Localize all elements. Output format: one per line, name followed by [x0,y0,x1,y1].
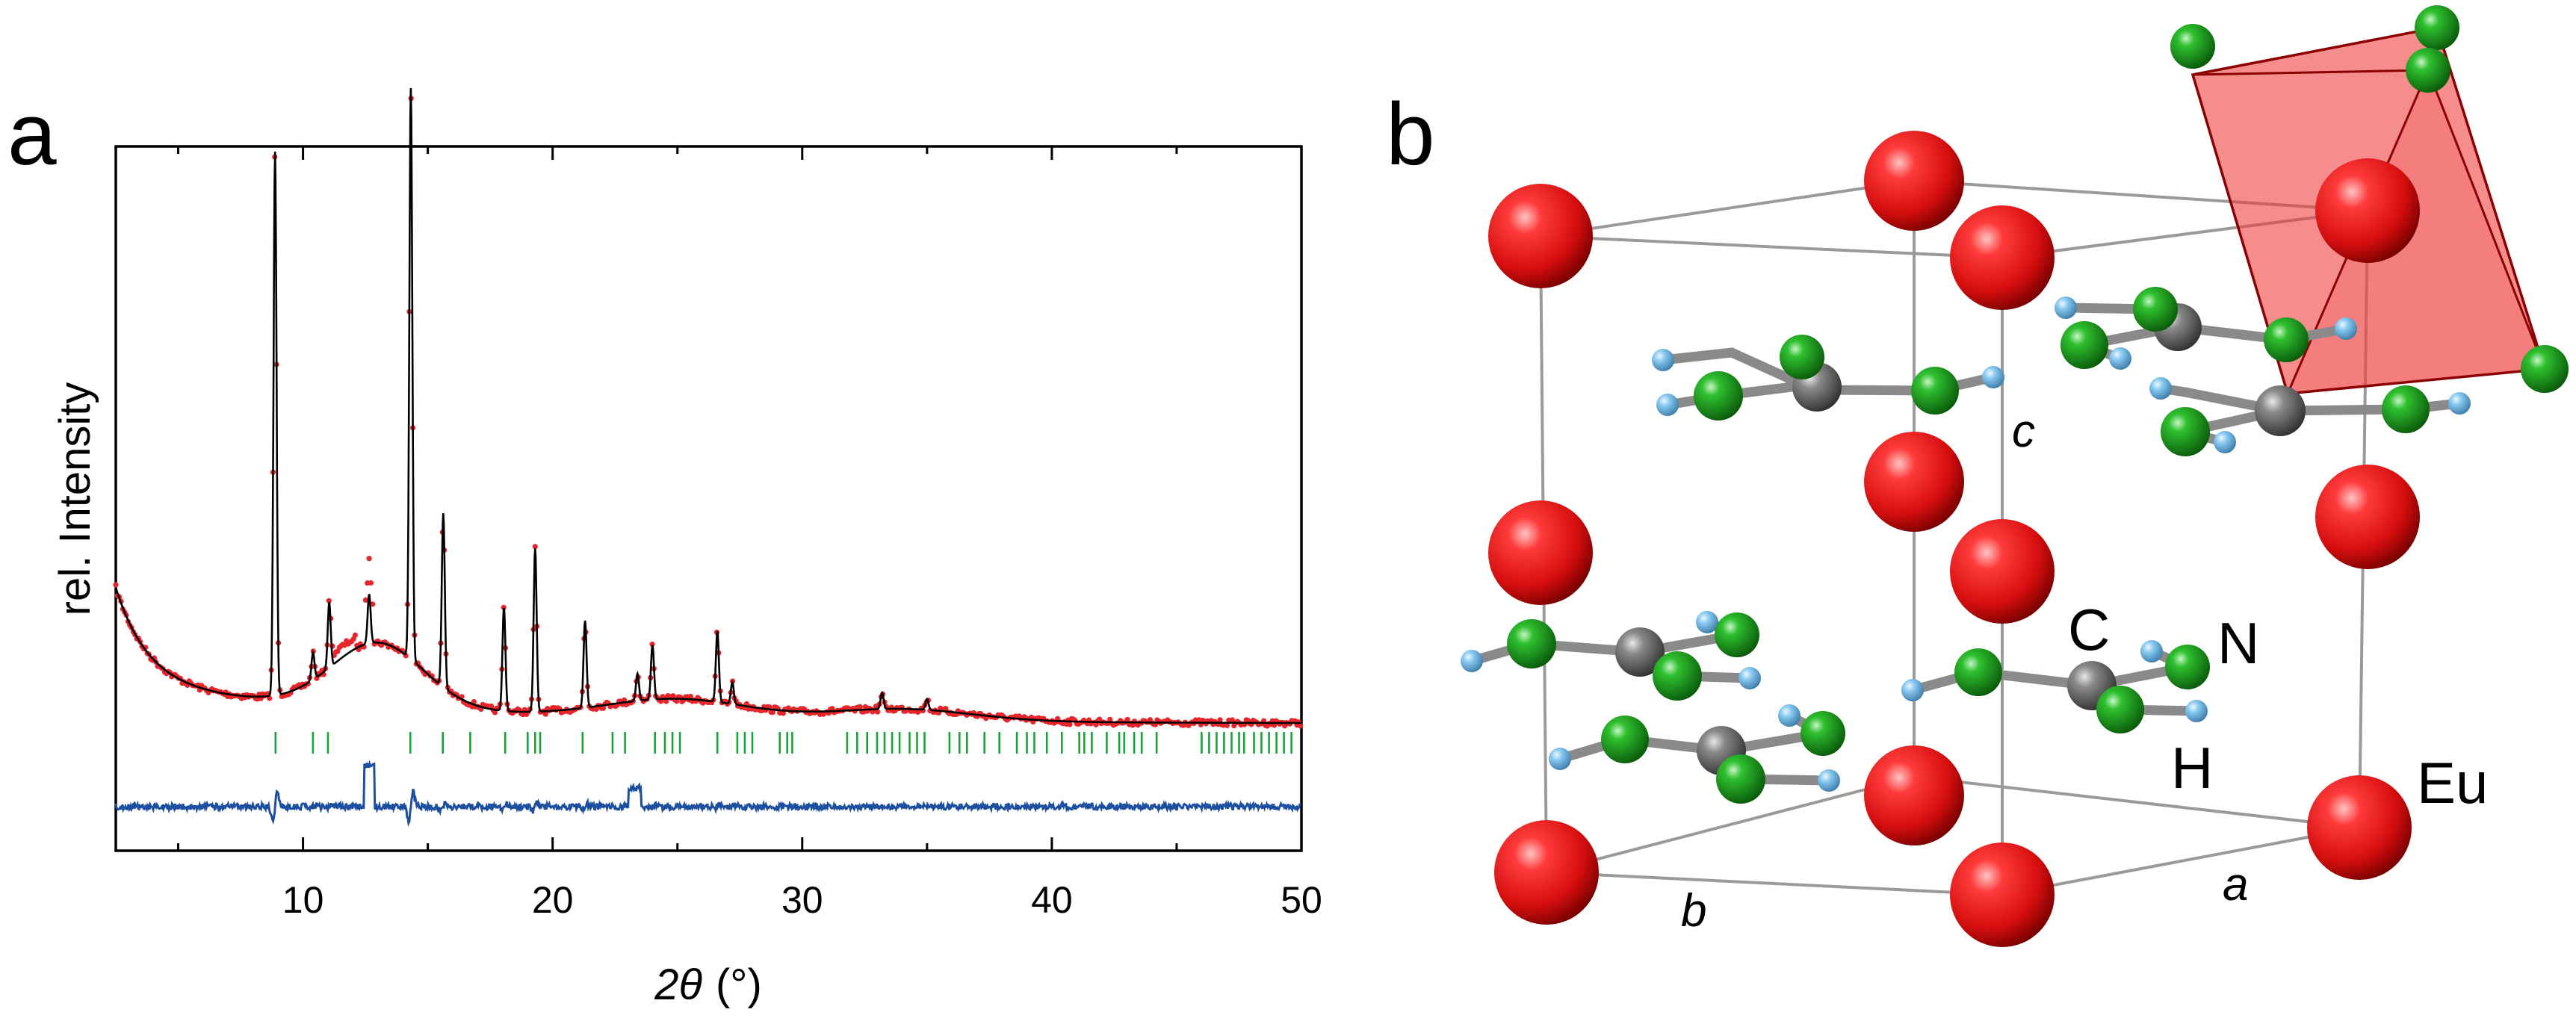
nitrogen-atoms [1507,5,2569,804]
observed-point [770,710,775,716]
observed-point [352,632,358,639]
hydrogen-label: H [2171,735,2213,801]
observed-point [670,693,676,699]
cell-axis-c-label: c [2012,406,2035,457]
observed-point [362,597,368,603]
carbon-label: C [2068,597,2110,663]
x-axis-title: 2θ (°) [654,961,762,1009]
observed-point [366,556,372,562]
plot-frame [114,145,1303,852]
x-tick-label: 50 [1281,879,1322,921]
observed-point [1298,723,1304,729]
x-tick-label: 20 [532,879,574,921]
y-axis-title: rel. Intensity [51,382,99,616]
x-tick-label: 30 [781,879,823,921]
difference-curve [114,760,1301,827]
calculated-curve [114,87,1301,724]
hydrogen-atoms [1461,297,2471,792]
observed-points [113,96,1304,729]
panel-b-crystal-structure: b [1386,5,2569,947]
observed-point [1217,717,1223,723]
observed-point [1124,716,1130,722]
reflection-markers [274,732,1292,754]
x-tick-label: 10 [282,879,324,921]
x-axis-ticks: 10 20 30 40 50 [177,146,1322,921]
observed-point [649,642,655,648]
nitrogen-label: N [2217,610,2259,676]
panel-a-powder-pattern: a 10 20 30 40 50 rel. Intensity 2θ (°) [7,85,1322,1009]
cell-axis-b-label: b [1681,885,1706,937]
plot-area: 10 20 30 40 50 [113,87,1322,921]
observed-point [532,544,538,550]
observed-point [370,601,376,607]
x-axis-unit: (°) [716,961,762,1009]
observed-point [687,693,694,700]
observed-point [113,582,119,588]
panel-b-label: b [1386,85,1435,184]
observed-point [875,709,881,715]
observed-point [857,704,863,710]
observed-point [663,698,669,704]
observed-point [1224,722,1230,728]
observed-point [542,711,548,717]
observed-point [368,580,374,586]
x-axis-symbol: 2θ [654,961,702,1009]
observed-point [1067,722,1073,727]
observed-point [492,710,498,716]
europium-atoms [1488,131,2420,947]
x-tick-label: 40 [1031,879,1073,921]
observed-point [674,698,680,704]
europium-label: Eu [2417,750,2488,816]
panel-a-label: a [7,85,57,184]
cell-axis-a-label: a [2223,859,2248,910]
